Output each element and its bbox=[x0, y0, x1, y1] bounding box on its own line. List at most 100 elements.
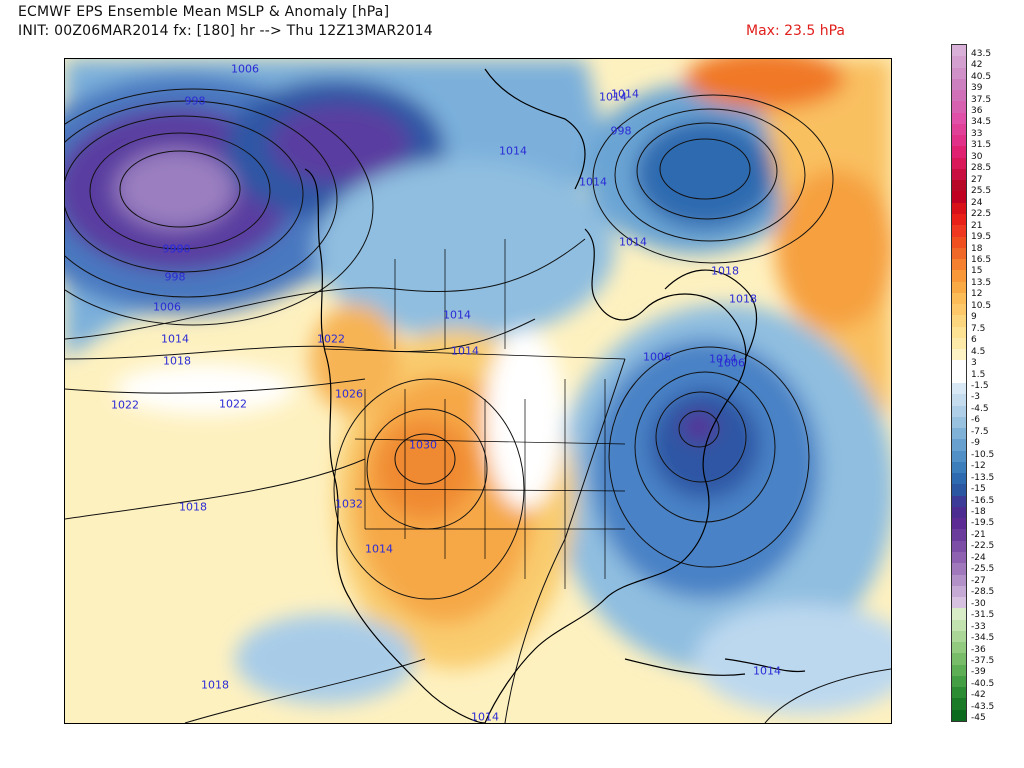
colorbar-tick-label: -13.5 bbox=[971, 472, 995, 483]
colorbar-tick-label: 15 bbox=[971, 266, 983, 277]
colorbar-segment bbox=[952, 416, 966, 429]
colorbar-tick-label: -31.5 bbox=[971, 610, 995, 621]
colorbar-tick-label: -34.5 bbox=[971, 633, 995, 644]
isobar-lines bbox=[65, 88, 891, 723]
colorbar-segment bbox=[952, 123, 966, 136]
isobar-label: 1014 bbox=[451, 344, 479, 358]
colorbar-tick-label: 39 bbox=[971, 83, 983, 94]
colorbar-tick-label: 12 bbox=[971, 289, 983, 300]
isobar-label: 1014 bbox=[619, 235, 647, 249]
colorbar-segment bbox=[952, 495, 966, 508]
colorbar-tick-label: 33 bbox=[971, 128, 983, 139]
colorbar-tick-label: -40.5 bbox=[971, 678, 995, 689]
colorbar-tick-label: 1.5 bbox=[971, 369, 986, 380]
colorbar-segment bbox=[952, 687, 966, 699]
colorbar-tick-label: 21 bbox=[971, 220, 983, 231]
colorbar-segment bbox=[952, 506, 966, 519]
colorbar-tick-label: 18 bbox=[971, 243, 983, 254]
colorbar-segment bbox=[952, 405, 966, 418]
colorbar-segment bbox=[952, 563, 966, 576]
colorbar-segment bbox=[952, 518, 966, 530]
isobar-label: 1014 bbox=[365, 542, 393, 556]
colorbar-segment bbox=[952, 360, 966, 373]
colorbar-tick-label: 37.5 bbox=[971, 94, 992, 105]
colorbar-tick-label: 43.5 bbox=[971, 48, 992, 59]
colorbar-tick-label: 4.5 bbox=[971, 346, 986, 357]
colorbar-tick-label: -18 bbox=[971, 507, 986, 518]
isobar-label: 1014 bbox=[709, 352, 737, 366]
colorbar-segment bbox=[952, 450, 966, 463]
isobar-label: 1018 bbox=[201, 678, 229, 692]
colorbar-tick-label: 34.5 bbox=[971, 117, 992, 128]
isobar-label: 998 bbox=[184, 94, 206, 108]
isobar-label: 1022 bbox=[219, 397, 247, 411]
isobar-label: 1006 bbox=[153, 300, 181, 314]
colorbar-tick-label: -6 bbox=[971, 415, 980, 426]
colorbar-tick-label: -25.5 bbox=[971, 564, 995, 575]
colorbar-segment bbox=[952, 653, 966, 666]
colorbar-tick-label: -16.5 bbox=[971, 495, 995, 506]
colorbar-segment bbox=[952, 349, 966, 361]
colorbar-segment bbox=[952, 202, 966, 215]
colorbar-tick-label: 30 bbox=[971, 151, 983, 162]
isobar-label: 1018 bbox=[163, 354, 191, 368]
isobar-label: 1006 bbox=[231, 62, 259, 76]
colorbar-segment bbox=[952, 247, 966, 260]
isobar-label: 998 bbox=[164, 270, 186, 284]
colorbar-segment bbox=[952, 146, 966, 159]
isobar-label: 1014 bbox=[753, 664, 781, 678]
colorbar-segment bbox=[952, 45, 966, 57]
colorbar-segment bbox=[952, 394, 966, 407]
colorbar-tick-label: 16.5 bbox=[971, 254, 992, 265]
colorbar-segment bbox=[952, 304, 966, 316]
colorbar-tick-label: 6 bbox=[971, 335, 977, 346]
colorbar-tick-label: -39 bbox=[971, 667, 986, 678]
isobar-label: 998 bbox=[610, 124, 632, 138]
colorbar-segment bbox=[952, 428, 966, 440]
colorbar-tick-label: -9 bbox=[971, 438, 980, 449]
colorbar-segment bbox=[952, 597, 966, 609]
colorbar-tick-label: -7.5 bbox=[971, 426, 989, 437]
colorbar-tick-label: 3 bbox=[971, 358, 977, 369]
chart-title: ECMWF EPS Ensemble Mean MSLP & Anomaly [… bbox=[18, 4, 390, 20]
colorbar-tick-label: -28.5 bbox=[971, 587, 995, 598]
colorbar-segment bbox=[952, 461, 966, 474]
isobar-label: 1014 bbox=[443, 308, 471, 322]
colorbar-tick-label: -37.5 bbox=[971, 655, 995, 666]
colorbar-tick-label: 7.5 bbox=[971, 323, 986, 334]
colorbar-tick-label: -36 bbox=[971, 644, 986, 655]
colorbar-segment bbox=[952, 619, 966, 632]
isobar-label: 1026 bbox=[335, 387, 363, 401]
isobar-label: 1014 bbox=[579, 175, 607, 189]
colorbar-segment bbox=[952, 709, 966, 722]
colorbar-tick-label: 42 bbox=[971, 60, 983, 71]
colorbar-tick-label: -30 bbox=[971, 598, 986, 609]
colorbar-tick-label: 36 bbox=[971, 106, 983, 117]
isobar-label: 1018 bbox=[729, 292, 757, 306]
isobar-label: 1018 bbox=[179, 500, 207, 514]
colorbar-tick-label: 10.5 bbox=[971, 300, 992, 311]
colorbar-tick-label: -43.5 bbox=[971, 701, 995, 712]
colorbar-tick-label: 28.5 bbox=[971, 163, 992, 174]
colorbar-segment bbox=[952, 439, 966, 452]
colorbar-segment bbox=[952, 56, 966, 69]
colorbar-segment bbox=[952, 259, 966, 271]
colorbar bbox=[951, 44, 967, 722]
colorbar-tick-label: 19.5 bbox=[971, 232, 992, 243]
max-anomaly-label: Max: 23.5 hPa bbox=[746, 23, 845, 39]
isobar-label: 1014 bbox=[599, 90, 627, 104]
isobar-label: 1014 bbox=[499, 144, 527, 158]
colorbar-segment bbox=[952, 540, 966, 553]
colorbar-tick-label: -21 bbox=[971, 529, 986, 540]
colorbar-segment bbox=[952, 135, 966, 147]
mslp-anomaly-map: 1006 998 990 998 1006 1014 1018 1022 1022 1018 101… bbox=[64, 58, 892, 724]
colorbar-tick-label: -4.5 bbox=[971, 403, 989, 414]
isobar-label: 1006 bbox=[643, 350, 671, 364]
colorbar-tick-label: -45 bbox=[971, 713, 986, 724]
colorbar-segment bbox=[952, 78, 966, 91]
colorbar-tick-label: 25.5 bbox=[971, 186, 992, 197]
colorbar-segment bbox=[952, 664, 966, 677]
colorbar-tick-label: -27 bbox=[971, 575, 986, 586]
colorbar-segment bbox=[952, 675, 966, 688]
colorbar-segment bbox=[952, 608, 966, 621]
